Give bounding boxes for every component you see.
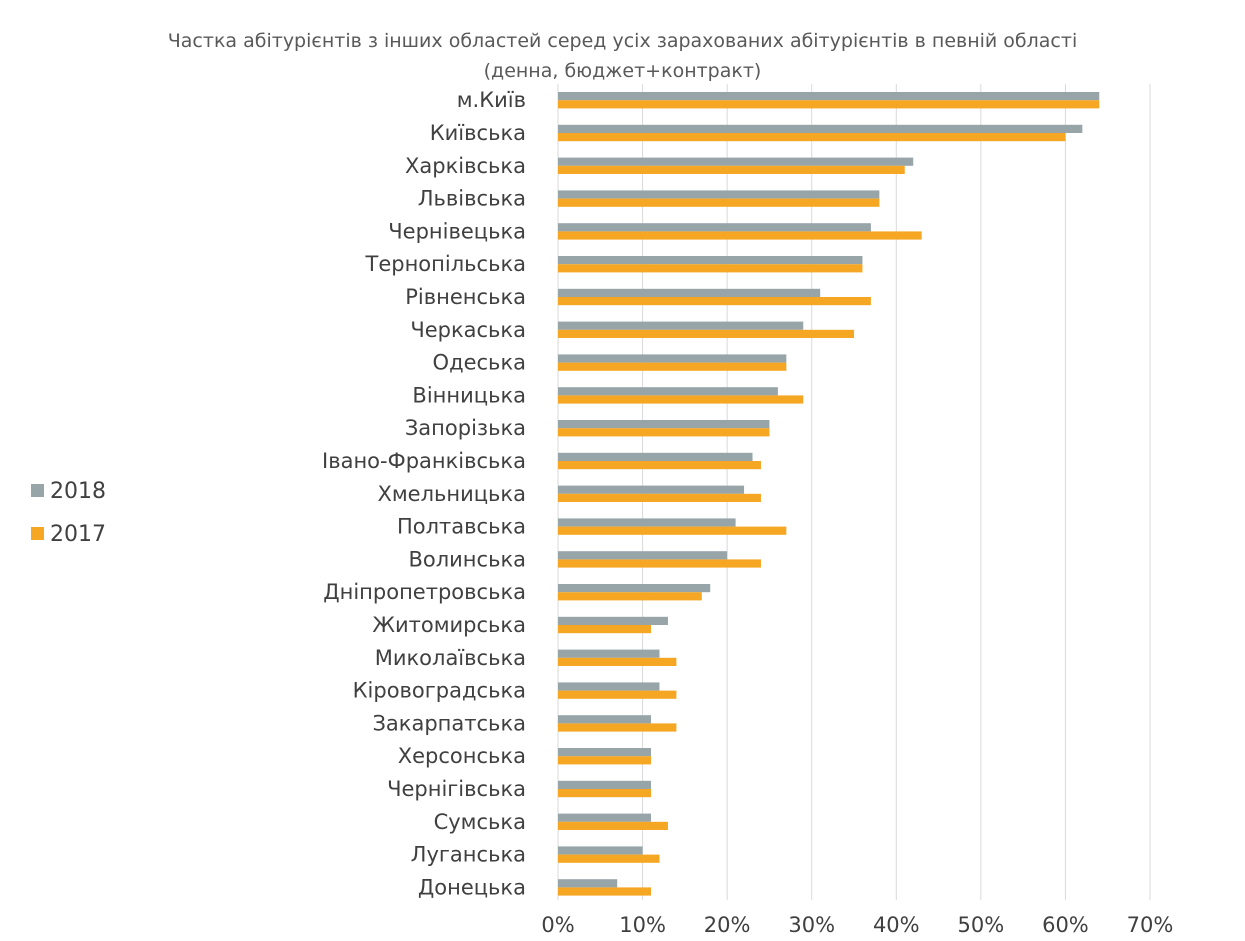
category-label: Донецька [418, 875, 526, 899]
bar-2017 [558, 854, 660, 863]
category-label: Житомирська [372, 613, 526, 637]
bar-2018 [558, 780, 652, 789]
bar-2017 [558, 329, 854, 338]
bar-2018 [558, 321, 804, 330]
category-label: Рівненська [405, 285, 526, 309]
bar-2017 [558, 264, 863, 273]
bar-2018 [558, 288, 821, 297]
bar-2018 [558, 190, 880, 199]
bar-2018 [558, 879, 618, 888]
legend-label-2018: 2018 [50, 479, 106, 504]
bar-2018 [558, 485, 745, 494]
category-label: м.Київ [457, 88, 526, 112]
category-label: Волинська [408, 547, 526, 571]
bar-2018 [558, 551, 728, 560]
category-label: Львівська [418, 187, 526, 211]
bar-2018 [558, 813, 652, 822]
bar-2017 [558, 198, 880, 207]
category-label: Полтавська [397, 515, 526, 539]
bar-2017 [558, 100, 1100, 109]
bar-2017 [558, 690, 677, 699]
bar-2018 [558, 616, 668, 625]
x-tick-label: 50% [958, 913, 1005, 937]
bar-2018 [558, 223, 871, 232]
bar-2017 [558, 362, 787, 371]
bar-2018 [558, 518, 736, 527]
bar-2018 [558, 682, 660, 691]
bar-2017 [558, 887, 652, 896]
category-label: Сумська [434, 810, 526, 834]
bar-2018 [558, 715, 652, 724]
bar-2018 [558, 584, 711, 593]
legend-swatch-2018 [31, 484, 44, 497]
bar-2017 [558, 297, 871, 306]
category-label: Одеська [433, 351, 526, 375]
bar-2018 [558, 92, 1100, 101]
x-tick-label: 30% [788, 913, 835, 937]
bar-2017 [558, 657, 677, 666]
category-label: Запорізька [405, 416, 526, 440]
category-label: Закарпатська [372, 711, 526, 735]
legend-swatch-2017 [31, 527, 44, 540]
category-label: Чернігівська [387, 777, 526, 801]
bar-2017 [558, 723, 677, 732]
bar-2018 [558, 649, 660, 658]
category-label: Чернівецька [388, 219, 526, 243]
chart-subtitle: (денна, бюджет+контракт) [483, 60, 762, 82]
x-tick-label: 10% [619, 913, 666, 937]
category-label: Луганська [411, 843, 526, 867]
bar-2017 [558, 461, 761, 470]
category-label: Черкаська [410, 318, 526, 342]
x-tick-label: 70% [1127, 913, 1174, 937]
bar-2017 [558, 789, 652, 798]
chart-title: Частка абітурієнтів з інших областей сер… [167, 30, 1078, 52]
bar-2018 [558, 387, 778, 396]
category-label: Дніпропетровська [323, 580, 526, 604]
category-label: Харківська [405, 154, 526, 178]
x-tick-label: 20% [704, 913, 751, 937]
bar-2017 [558, 395, 804, 404]
bar-2017 [558, 526, 787, 535]
x-tick-label: 0% [541, 913, 574, 937]
bar-2018 [558, 846, 643, 855]
category-label: Вінницька [412, 383, 526, 407]
category-label: Хмельницька [377, 482, 526, 506]
bar-2017 [558, 821, 668, 830]
bar-2017 [558, 625, 652, 634]
bar-2017 [558, 133, 1066, 142]
bar-2017 [558, 231, 922, 240]
bar-2018 [558, 420, 770, 429]
bar-2018 [558, 124, 1083, 133]
bar-2017 [558, 428, 770, 437]
category-label: Київська [430, 121, 526, 145]
bar-2017 [558, 756, 652, 765]
x-tick-label: 40% [873, 913, 920, 937]
bar-2017 [558, 493, 761, 502]
category-label: Миколаївська [375, 646, 526, 670]
bar-2017 [558, 559, 761, 568]
bar-2018 [558, 452, 753, 461]
bar-2017 [558, 592, 702, 601]
bar-2018 [558, 157, 914, 166]
legend-label-2017: 2017 [50, 522, 106, 547]
category-label: Тернопільська [365, 252, 527, 276]
category-label: Херсонська [398, 744, 526, 768]
category-label: Івано-Франківська [322, 449, 526, 473]
category-label: Кіровоградська [353, 679, 526, 703]
bar-2017 [558, 165, 905, 174]
bar-2018 [558, 354, 787, 363]
bar-2018 [558, 748, 652, 757]
x-tick-label: 60% [1042, 913, 1089, 937]
bar-2018 [558, 256, 863, 265]
